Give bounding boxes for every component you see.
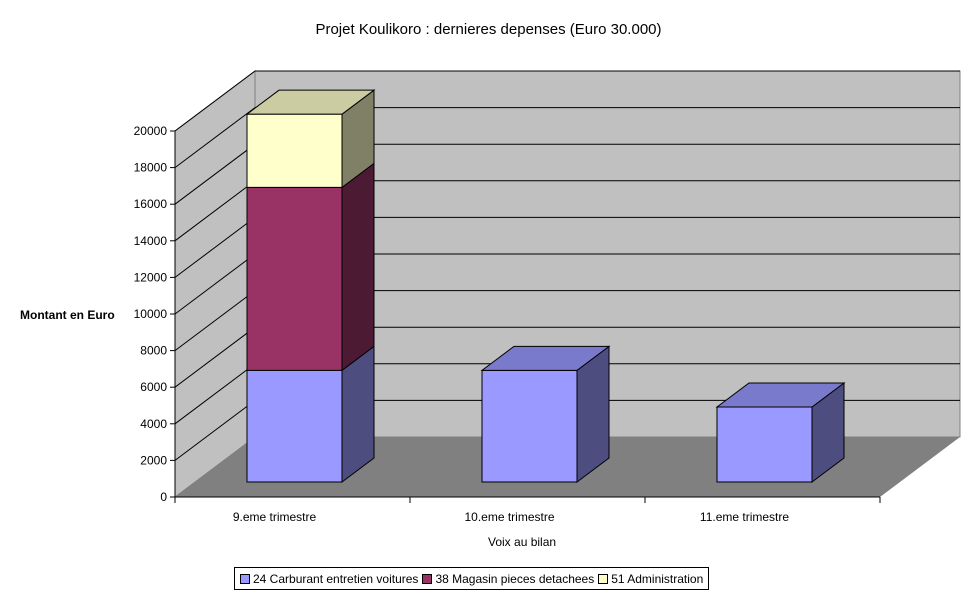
legend-label-magasin: 38 Magasin pieces detachees xyxy=(435,571,595,586)
gridline-side xyxy=(174,216,256,278)
legend-label-administration: 51 Administration xyxy=(611,571,704,586)
legend-swatch-magasin xyxy=(422,573,433,584)
gridline-side xyxy=(174,107,256,169)
gridline-side xyxy=(174,143,256,205)
y-axis-label: Montant en Euro xyxy=(20,308,115,322)
gridline-side xyxy=(174,253,256,315)
chart-title: Projet Koulikoro : dernieres depenses (E… xyxy=(315,21,662,38)
y-tick-label: 10000 xyxy=(134,307,168,321)
legend-item-magasin: 38 Magasin pieces detachees xyxy=(422,572,594,586)
gridline-side xyxy=(174,326,256,388)
bar-1-series-0-front xyxy=(481,369,578,483)
legend-swatch-carburant xyxy=(240,573,250,584)
y-tick-label: 14000 xyxy=(134,234,168,248)
bar-1-series-0-top xyxy=(480,345,611,371)
legend: 24 Carburant entretien voitures 38 Magas… xyxy=(234,567,710,590)
legend-item-carburant: 24 Carburant entretien voitures xyxy=(240,572,418,586)
gridline-side xyxy=(174,399,256,461)
legend-swatch-administration xyxy=(598,573,609,584)
y-tick-label: 12000 xyxy=(134,270,168,284)
bar-0-series-2-front xyxy=(246,113,343,188)
gridline-side xyxy=(174,70,256,132)
x-tick-label: 11.eme trimestre xyxy=(700,510,789,524)
y-tick-label: 16000 xyxy=(134,197,168,211)
gridline-side xyxy=(174,180,256,242)
bar-0-series-2-top xyxy=(245,89,376,115)
bar-2-series-0-top xyxy=(715,382,846,408)
y-tick-label: 4000 xyxy=(140,417,167,431)
x-tick-label: 9.eme trimestre xyxy=(233,510,317,524)
y-tick-label: 18000 xyxy=(134,161,168,175)
gridline-side xyxy=(174,363,256,425)
y-tick-label: 20000 xyxy=(134,124,168,138)
bar-0-series-1-front xyxy=(246,186,343,371)
y-tick-label: 2000 xyxy=(140,453,167,467)
x-axis-label: Voix au bilan xyxy=(488,535,557,549)
bar-2-series-0-front xyxy=(716,406,813,483)
y-tick-label: 8000 xyxy=(140,344,167,358)
bar-0-series-1-side xyxy=(341,162,375,372)
legend-label-carburant: 24 Carburant entretien voitures xyxy=(253,571,419,586)
gridline-side xyxy=(174,290,256,352)
legend-item-administration: 51 Administration xyxy=(598,572,703,586)
bar-0-series-0-front xyxy=(246,369,343,483)
y-tick-label: 6000 xyxy=(140,380,167,394)
y-tick-label: 0 xyxy=(160,490,167,504)
x-tick-label: 10.eme trimestre xyxy=(464,510,554,524)
